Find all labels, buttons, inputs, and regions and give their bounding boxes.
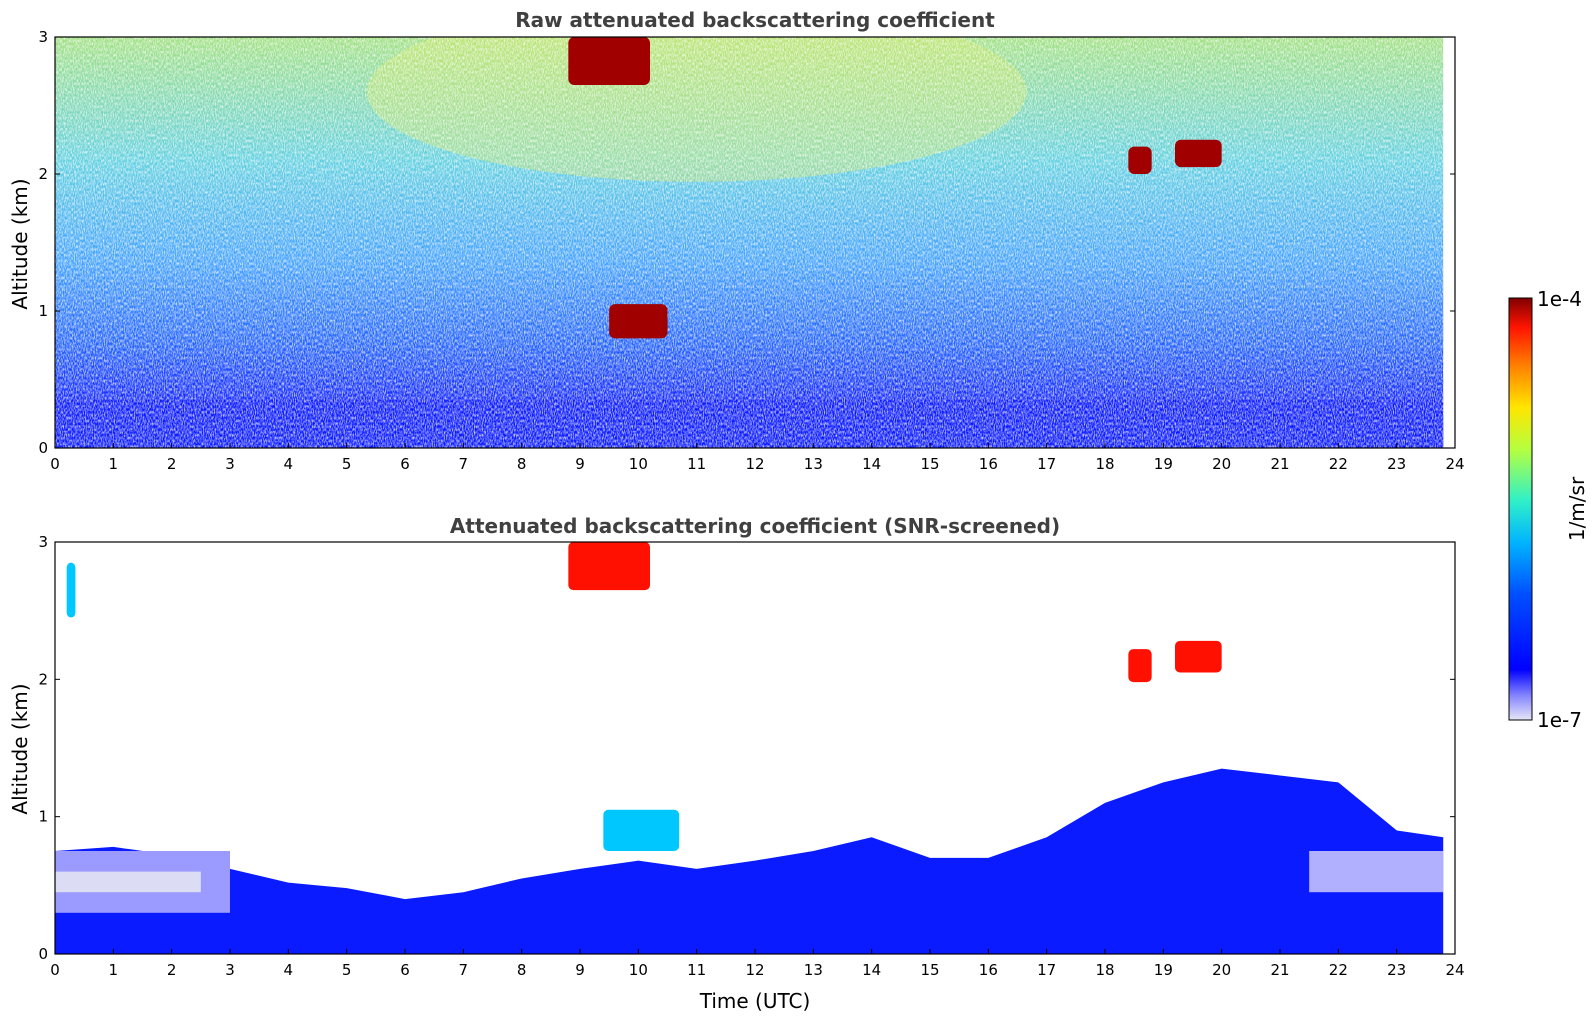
x-tick-label: 18 [1095, 961, 1114, 979]
x-tick-label: 3 [225, 455, 235, 473]
panel-raw-ylabel: Altitude (km) [8, 178, 32, 309]
screened-cloud [603, 809, 680, 851]
x-tick-label: 3 [225, 961, 235, 979]
x-tick-label: 18 [1095, 455, 1114, 473]
x-tick-label: 2 [167, 455, 177, 473]
x-tick-label: 1 [109, 455, 119, 473]
x-tick-label: 2 [167, 961, 177, 979]
colorbar-gradient [1508, 297, 1533, 721]
raw-noise-overlay [55, 37, 1455, 448]
x-tick-label: 21 [1270, 961, 1289, 979]
x-tick-label: 20 [1212, 455, 1231, 473]
x-tick-label: 6 [400, 961, 410, 979]
x-tick-label: 1 [109, 961, 119, 979]
colorbar: 1e-4 1e-7 1/m/sr [1508, 287, 1589, 732]
x-tick-label: 23 [1387, 455, 1406, 473]
x-tick-label: 17 [1037, 455, 1056, 473]
x-tick-label: 10 [629, 455, 648, 473]
screened-cloud [1128, 649, 1152, 683]
x-tick-label: 4 [284, 961, 294, 979]
x-tick-label: 5 [342, 455, 352, 473]
panel-screened-ylabel: Altitude (km) [8, 683, 32, 814]
x-tick-label: 22 [1329, 455, 1348, 473]
panel-screened-title: Attenuated backscattering coefficient (S… [450, 514, 1060, 538]
panel-raw-title: Raw attenuated backscattering coefficien… [515, 8, 995, 32]
raw-cloud [1175, 139, 1222, 168]
panel-screened-heatmap [55, 542, 1455, 954]
x-tick-label: 21 [1270, 455, 1289, 473]
screened-aerosol-layer [55, 768, 1444, 954]
raw-no-data [1443, 37, 1455, 448]
x-tick-label: 15 [920, 961, 939, 979]
x-tick-label: 13 [804, 961, 823, 979]
x-tick-label: 19 [1154, 455, 1173, 473]
x-tick-label: 14 [862, 961, 881, 979]
x-tick-label: 23 [1387, 961, 1406, 979]
panel-screened-xlabel: Time (UTC) [699, 989, 811, 1013]
x-tick-label: 17 [1037, 961, 1056, 979]
y-tick-label: 1 [38, 808, 48, 826]
x-tick-label: 20 [1212, 961, 1231, 979]
screened-cloud [66, 562, 76, 618]
x-tick-label: 6 [400, 455, 410, 473]
x-tick-label: 16 [979, 455, 998, 473]
x-tick-label: 13 [804, 455, 823, 473]
panel-raw: Raw attenuated backscattering coefficien… [8, 8, 1465, 473]
colorbar-unit-label: 1/m/sr [1565, 476, 1589, 541]
screened-no-data [1443, 542, 1455, 954]
x-tick-label: 12 [745, 961, 764, 979]
y-tick-label: 3 [38, 28, 48, 46]
x-tick-label: 0 [50, 961, 60, 979]
x-tick-label: 15 [920, 455, 939, 473]
y-tick-label: 2 [38, 165, 48, 183]
x-tick-label: 0 [50, 455, 60, 473]
x-tick-label: 11 [687, 961, 706, 979]
x-tick-label: 22 [1329, 961, 1348, 979]
x-tick-label: 9 [575, 961, 585, 979]
panel-screened: Attenuated backscattering coefficient (S… [8, 514, 1465, 1013]
y-tick-label: 0 [38, 945, 48, 963]
panel-raw-heatmap [55, 37, 1455, 448]
x-tick-label: 9 [575, 455, 585, 473]
x-tick-label: 19 [1154, 961, 1173, 979]
x-tick-label: 24 [1445, 455, 1464, 473]
screened-residual-layer-late [1309, 851, 1444, 893]
colorbar-max-label: 1e-4 [1537, 287, 1582, 311]
x-tick-label: 5 [342, 961, 352, 979]
x-tick-label: 10 [629, 961, 648, 979]
screened-cloud [568, 542, 650, 591]
y-tick-label: 0 [38, 439, 48, 457]
x-tick-label: 16 [979, 961, 998, 979]
y-tick-label: 1 [38, 302, 48, 320]
y-tick-label: 3 [38, 533, 48, 551]
x-tick-label: 7 [459, 961, 469, 979]
screened-faint-layer [55, 871, 201, 893]
raw-cloud [568, 37, 650, 85]
x-tick-label: 7 [459, 455, 469, 473]
x-tick-label: 14 [862, 455, 881, 473]
x-tick-label: 12 [745, 455, 764, 473]
x-tick-label: 8 [517, 961, 527, 979]
colorbar-min-label: 1e-7 [1537, 708, 1582, 732]
screened-cloud [1175, 640, 1222, 673]
x-tick-label: 8 [517, 455, 527, 473]
x-tick-label: 24 [1445, 961, 1464, 979]
y-tick-label: 2 [38, 670, 48, 688]
raw-cloud [609, 304, 668, 339]
x-tick-label: 11 [687, 455, 706, 473]
raw-cloud [1128, 146, 1152, 174]
x-tick-label: 4 [284, 455, 294, 473]
